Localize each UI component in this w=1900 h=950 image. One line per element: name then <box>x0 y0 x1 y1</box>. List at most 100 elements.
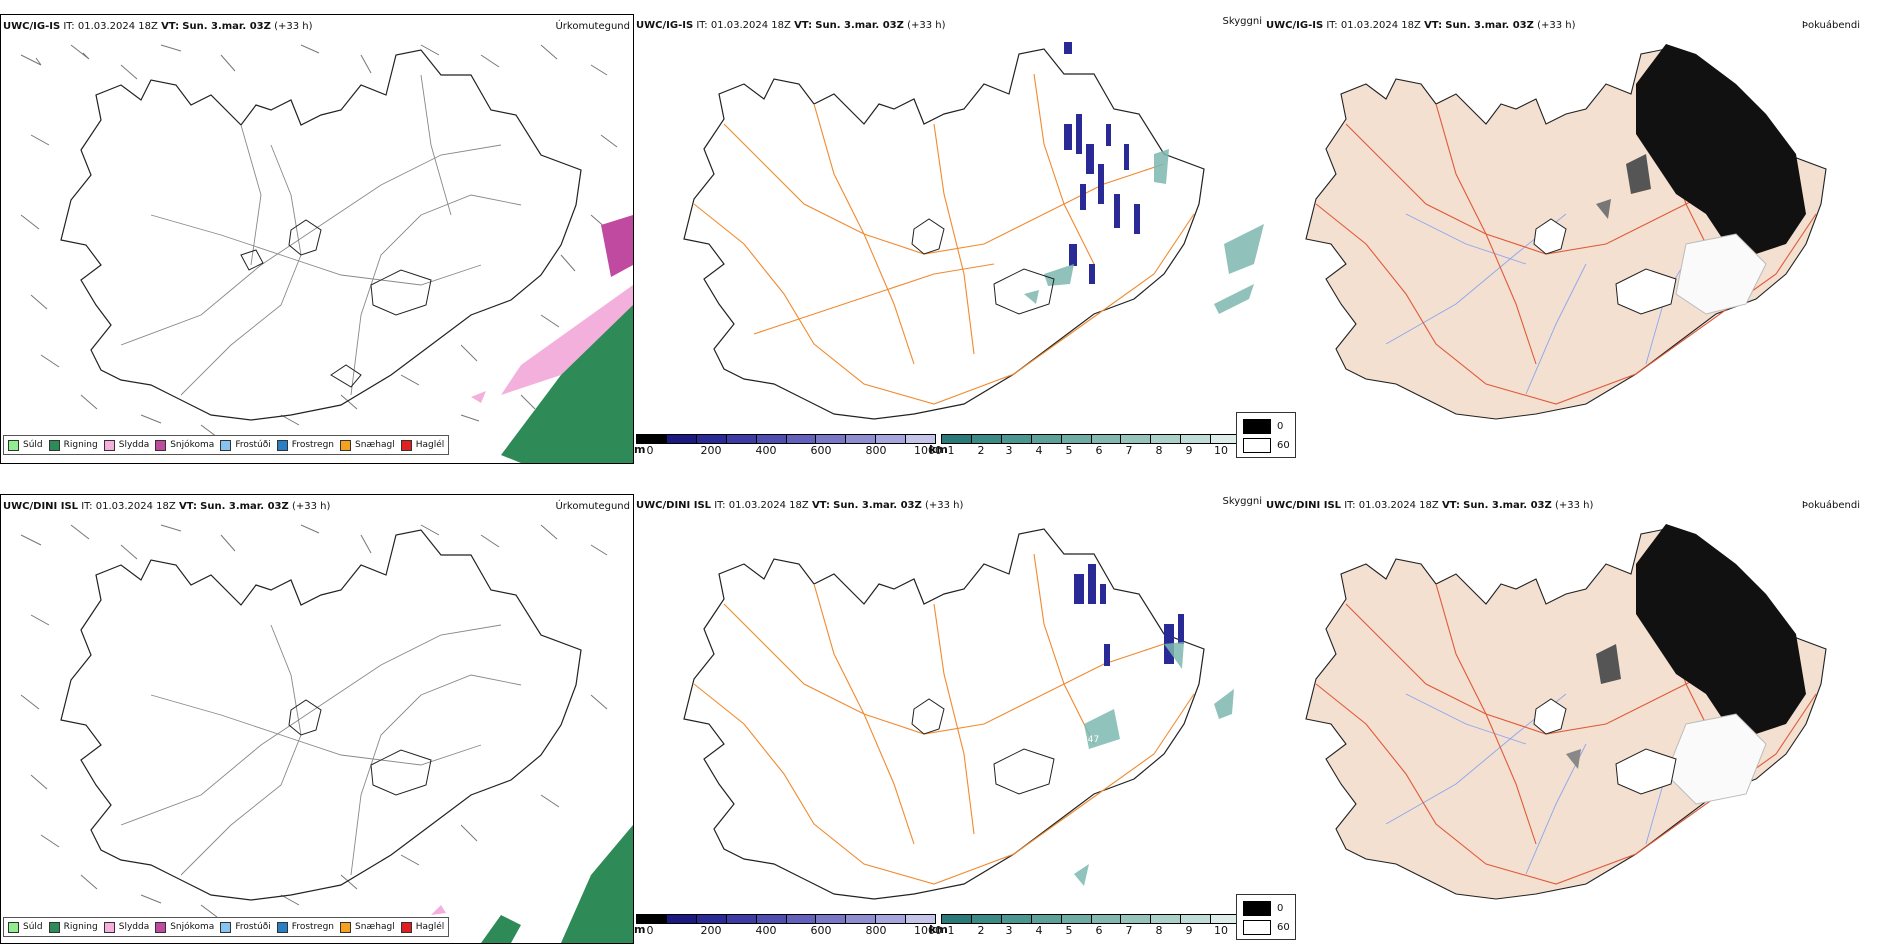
tick-label: 3 <box>1005 444 1013 457</box>
fog-title-1: Þokuábendi <box>1801 20 1860 31</box>
sleet-area <box>501 285 633 395</box>
fog-panel-1: UWC/IG-IS IT: 01.03.2024 18Z VT: Sun. 3.… <box>1236 14 1860 462</box>
tick-label: 1 <box>947 924 955 937</box>
fog-title-2: Þokuábendi <box>1801 500 1860 511</box>
visibility-areas <box>1074 642 1234 886</box>
fog-areas <box>1596 44 1806 315</box>
tick-label: 1 <box>947 444 955 457</box>
cloud-panel-1: 30 UWC/IG-IS IT: 01.03.2024 18Z VT: Sun.… <box>634 14 1264 462</box>
tick-label: 7 <box>1125 924 1133 937</box>
legend-item: Frostúði <box>220 921 271 933</box>
precip-legend-1: Súld Rigning Slydda Snjókoma Frostúði Fr… <box>3 435 450 455</box>
tick-label: 1000 <box>914 444 942 457</box>
cloud-panel-2: 347 UWC/DINI ISL IT: 01.03.2024 18Z VT: … <box>634 494 1264 942</box>
legend-item: Frostúði <box>220 439 271 451</box>
tick-label: 0 <box>646 924 654 937</box>
map-value-label: 30 <box>1129 249 1141 259</box>
roads <box>693 73 1195 405</box>
precip-panel-2: UWC/DINI ISL IT: 01.03.2024 18Z VT: Sun.… <box>0 494 634 944</box>
ceiling-colorbar-1: 0 200 400 600 800 1000 m <box>634 434 942 458</box>
header-2b: UWC/DINI ISL IT: 01.03.2024 18Z VT: Sun.… <box>636 500 964 511</box>
fog-key-1: 0 60 <box>1236 412 1296 458</box>
tick-label: 10 <box>1214 444 1228 457</box>
visibility-cells <box>941 434 1241 444</box>
rain-area <box>501 305 633 463</box>
precip-panel-1: UWC/IG-IS IT: 01.03.2024 18Z VT: Sun. 3.… <box>0 14 634 464</box>
ceiling-cells <box>636 434 936 444</box>
tick-label: 400 <box>755 444 777 457</box>
legend-item: Súld <box>8 439 43 451</box>
tick-label: 10 <box>1214 924 1228 937</box>
tick-label: 5 <box>1065 924 1073 937</box>
tick-label: 800 <box>865 924 887 937</box>
precip-title-1: Úrkomutegund <box>555 21 630 32</box>
low-ceiling-areas <box>1064 42 1140 284</box>
visibility-unit: km <box>929 443 948 456</box>
legend-item: Snæhagl <box>340 921 395 933</box>
cloud-title-2: Skyggni <box>1222 496 1262 507</box>
tick-label: 5 <box>1065 444 1073 457</box>
header-2c: UWC/DINI ISL IT: 01.03.2024 18Z VT: Sun.… <box>1266 500 1594 511</box>
ceiling-unit: m <box>634 443 646 456</box>
tick-label: 7 <box>1125 444 1133 457</box>
iceland-outline <box>60 49 582 421</box>
map-value-label: 347 <box>1082 735 1099 745</box>
legend-item: Slydda <box>103 439 149 451</box>
legend-item: Frostregn <box>276 921 334 933</box>
wind-barbs <box>20 524 608 918</box>
visibility-colorbar-2: 1 2 3 4 5 6 7 8 9 10 km <box>929 914 1241 938</box>
low-ceiling-areas <box>1074 564 1184 666</box>
fog-map-2 <box>1305 524 1827 900</box>
tick-label: 600 <box>810 444 832 457</box>
visibility-cells <box>941 914 1241 924</box>
visibility-unit: km <box>929 923 948 936</box>
tick-label: 6 <box>1095 924 1103 937</box>
tick-label: 200 <box>700 444 722 457</box>
legend-item: Snæhagl <box>340 439 395 451</box>
cloud-title-1: Skyggni <box>1222 16 1262 27</box>
visibility-colorbar-1: 1 2 3 4 5 6 7 8 9 10 km <box>929 434 1241 458</box>
tick-label: 1000 <box>914 924 942 937</box>
tick-label: 0 <box>646 444 654 457</box>
legend-item: Rigning <box>48 439 98 451</box>
ceiling-unit: m <box>634 923 646 936</box>
legend-item: Rigning <box>48 921 98 933</box>
legend-item: Frostregn <box>276 439 334 451</box>
header-1c: UWC/IG-IS IT: 01.03.2024 18Z VT: Sun. 3.… <box>1266 20 1576 31</box>
tick-label: 4 <box>1035 444 1043 457</box>
tick-label: 3 <box>1005 924 1013 937</box>
tick-label: 8 <box>1155 924 1163 937</box>
visibility-areas <box>1024 149 1264 314</box>
legend-item: Haglél <box>400 921 444 933</box>
legend-item: Snjókoma <box>155 439 214 451</box>
iceland-outline <box>683 48 1205 420</box>
fog-map-1 <box>1305 44 1827 420</box>
fog-key-2: 0 60 <box>1236 894 1296 940</box>
roads <box>693 553 1195 885</box>
precip-title-2: Úrkomutegund <box>555 501 630 512</box>
ceiling-colorbar-2: 0 200 400 600 800 1000 m <box>634 914 942 938</box>
ceiling-cells <box>636 914 936 924</box>
header-1: UWC/IG-IS IT: 01.03.2024 18Z VT: Sun. 3.… <box>3 21 313 32</box>
snow-area <box>601 215 633 277</box>
legend-item: Súld <box>8 921 43 933</box>
tick-label: 9 <box>1185 444 1193 457</box>
tick-label: 4 <box>1035 924 1043 937</box>
tick-label: 800 <box>865 444 887 457</box>
tick-label: 8 <box>1155 444 1163 457</box>
precip-legend-2: Súld Rigning Slydda Snjókoma Frostúði Fr… <box>3 917 450 937</box>
tick-label: 2 <box>977 924 985 937</box>
precip-map-1 <box>20 44 633 463</box>
tick-label: 400 <box>755 924 777 937</box>
header-2: UWC/DINI ISL IT: 01.03.2024 18Z VT: Sun.… <box>3 501 331 512</box>
rain-area <box>561 825 633 943</box>
legend-item: Slydda <box>103 921 149 933</box>
tick-label: 6 <box>1095 444 1103 457</box>
fog-panel-2: UWC/DINI ISL IT: 01.03.2024 18Z VT: Sun.… <box>1236 494 1860 942</box>
legend-item: Haglél <box>400 439 444 451</box>
cloud-map-2: 347 <box>683 528 1234 900</box>
fog-areas <box>1566 524 1806 805</box>
wind-barbs <box>20 44 618 438</box>
tick-label: 2 <box>977 444 985 457</box>
legend-item: Snjókoma <box>155 921 214 933</box>
